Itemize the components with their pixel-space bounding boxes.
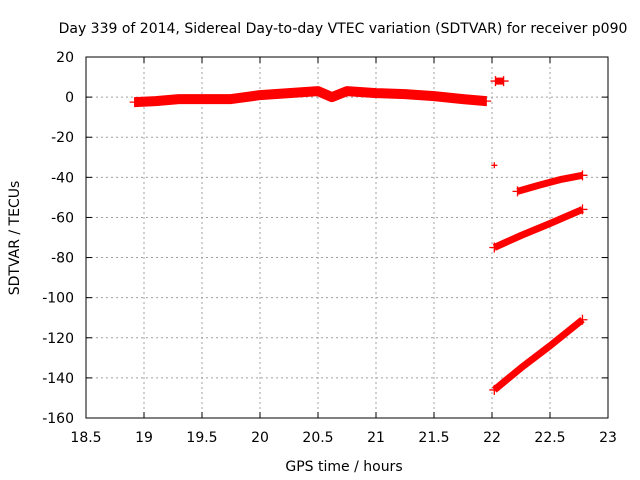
x-axis-label: GPS time / hours	[285, 459, 402, 475]
data-points	[129, 76, 588, 395]
x-tick-label: 19.5	[186, 430, 217, 446]
series-track-c	[492, 316, 585, 393]
axis-ticks: 18.5 19 19.5 20 20.5 21 21.5 22 22.5 23 -160 -140 -1…	[42, 50, 617, 446]
y-tick-label: -120	[42, 331, 74, 347]
x-tick-label: 22.5	[534, 430, 565, 446]
data-point-marker	[481, 96, 492, 107]
series-track-a	[516, 171, 584, 195]
y-tick-label: -40	[51, 170, 74, 186]
data-point-marker	[577, 170, 588, 181]
y-tick-label: -100	[42, 291, 74, 307]
grid-lines	[86, 57, 608, 418]
plot-frame	[85, 56, 609, 419]
series-main	[134, 86, 487, 108]
data-point-marker	[491, 162, 498, 169]
data-point-marker	[577, 314, 588, 325]
data-point-marker	[577, 204, 588, 215]
y-tick-label: -140	[42, 371, 74, 387]
y-tick-label: -60	[51, 210, 74, 226]
y-tick-label: -80	[51, 251, 74, 267]
x-tick-label: 20.5	[302, 430, 333, 446]
x-tick-label: 18.5	[70, 430, 101, 446]
x-tick-label: 21.5	[418, 430, 449, 446]
data-point-marker	[498, 76, 509, 87]
data-point-marker	[512, 186, 523, 197]
y-tick-label: 20	[56, 50, 74, 66]
chart-title: Day 339 of 2014, Sidereal Day-to-day VTE…	[59, 21, 628, 37]
y-tick-label: -20	[51, 130, 74, 146]
x-tick-label: 22	[483, 430, 501, 446]
x-tick-label: 21	[367, 430, 385, 446]
data-point-marker	[489, 384, 500, 395]
x-tick-label: 19	[135, 430, 153, 446]
y-tick-label: -160	[42, 411, 74, 427]
series-track-b	[492, 206, 584, 251]
data-point-marker	[489, 242, 500, 253]
y-axis-label: SDTVAR / TECUs	[7, 181, 23, 296]
x-tick-label: 23	[599, 430, 617, 446]
x-tick-label: 20	[251, 430, 269, 446]
data-point-marker	[129, 97, 140, 108]
y-tick-label: 0	[65, 90, 74, 106]
